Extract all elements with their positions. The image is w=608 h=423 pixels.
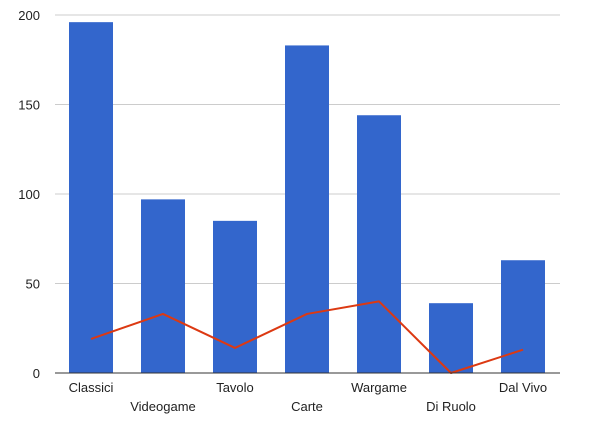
x-tick-label: Carte [291, 399, 323, 414]
bar [285, 45, 329, 374]
x-tick-label: Wargame [351, 380, 407, 395]
y-tick-label: 100 [18, 187, 40, 202]
bar [429, 303, 473, 373]
x-tick-label: Dal Vivo [499, 380, 547, 395]
x-tick-label: Di Ruolo [426, 399, 476, 414]
y-tick-label: 200 [18, 8, 40, 23]
bar [213, 220, 257, 373]
bar [501, 260, 545, 373]
bar [141, 199, 185, 373]
x-tick-label: Tavolo [216, 380, 254, 395]
bar [69, 22, 113, 373]
tick-labels: 0 50 100 150 200 Classici Videogame Tavolo Carte… [18, 8, 547, 414]
y-tick-label: 0 [33, 366, 40, 381]
bar-series [69, 22, 545, 374]
bar [357, 115, 401, 374]
y-tick-label: 50 [26, 277, 40, 292]
y-tick-label: 150 [18, 98, 40, 113]
x-tick-label: Videogame [130, 399, 196, 414]
x-tick-label: Classici [69, 380, 114, 395]
